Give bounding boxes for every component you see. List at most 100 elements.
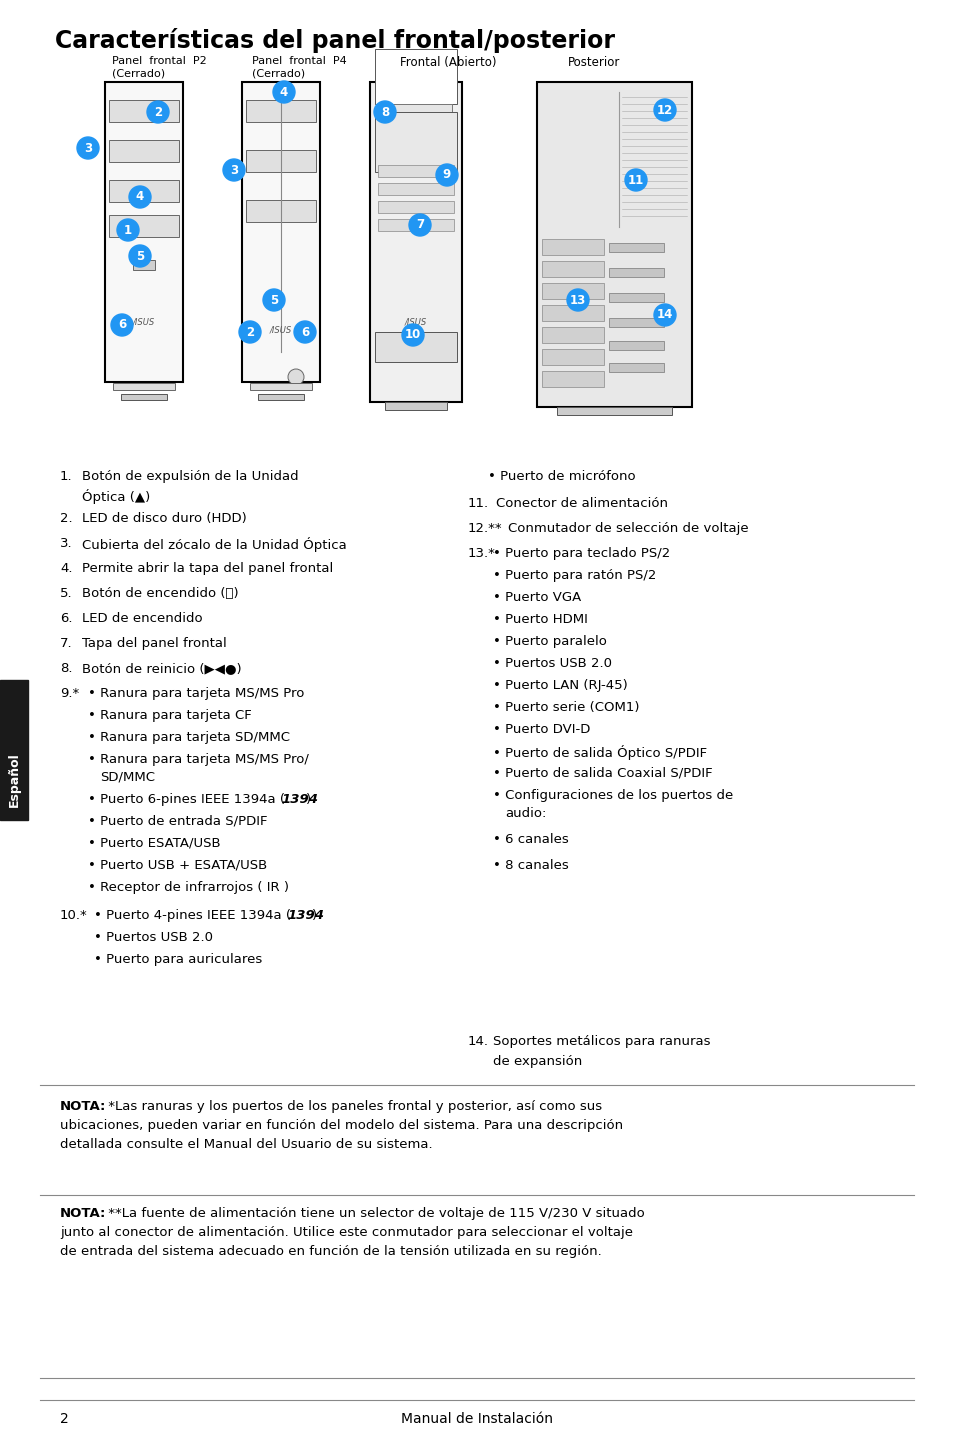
Bar (109, 101, 179, 122)
Text: 4.: 4. (60, 562, 72, 575)
Bar (608, 362, 663, 372)
Text: • Puerto de micrófono: • Puerto de micrófono (488, 470, 635, 483)
Bar (377, 165, 454, 177)
Text: Soportes metálicos para ranuras: Soportes metálicos para ranuras (493, 1035, 710, 1048)
Circle shape (409, 214, 431, 236)
Bar (375, 112, 456, 173)
Text: 13.*: 13.* (468, 546, 496, 559)
Text: 9: 9 (442, 168, 451, 181)
Text: NOTA:: NOTA: (60, 1100, 107, 1113)
Circle shape (401, 324, 423, 347)
Text: Conector de alimentación: Conector de alimentación (496, 498, 667, 510)
Circle shape (654, 303, 676, 326)
Text: /ISUS: /ISUS (132, 318, 155, 326)
Text: 10: 10 (404, 328, 420, 341)
Text: 1394: 1394 (287, 909, 324, 922)
Text: de entrada del sistema adecuado en función de la tensión utilizada en su región.: de entrada del sistema adecuado en funci… (60, 1245, 601, 1258)
Bar (246, 150, 315, 173)
Bar (257, 394, 304, 400)
Text: /ISUS: /ISUS (404, 318, 427, 326)
Text: Manual de Instalación: Manual de Instalación (400, 1412, 553, 1426)
Text: 2.: 2. (60, 512, 72, 525)
Text: • Puerto DVI-D: • Puerto DVI-D (493, 723, 590, 736)
Text: Posterior: Posterior (567, 56, 619, 69)
Text: Frontal (Abierto): Frontal (Abierto) (399, 56, 496, 69)
Text: ): ) (312, 909, 316, 922)
Text: (Cerrado): (Cerrado) (112, 68, 165, 78)
Circle shape (223, 160, 245, 181)
Text: Panel  frontal  P4: Panel frontal P4 (252, 56, 346, 66)
Text: 2: 2 (246, 325, 253, 338)
Text: • Puerto para ratón PS/2: • Puerto para ratón PS/2 (493, 569, 656, 582)
Text: 6: 6 (300, 325, 309, 338)
Text: 2: 2 (60, 1412, 69, 1426)
Text: LED de disco duro (HDD): LED de disco duro (HDD) (82, 512, 247, 525)
Circle shape (624, 170, 646, 191)
Text: detallada consulte el Manual del Usuario de su sistema.: detallada consulte el Manual del Usuario… (60, 1137, 432, 1150)
Text: • Puerto VGA: • Puerto VGA (493, 591, 580, 604)
Text: Botón de reinicio (▶◀●): Botón de reinicio (▶◀●) (82, 661, 241, 674)
Text: 12.**: 12.** (468, 522, 502, 535)
Text: Óptica (▲): Óptica (▲) (82, 489, 150, 503)
Text: SD/MMC: SD/MMC (100, 771, 154, 784)
Text: • Puerto de entrada S/PDIF: • Puerto de entrada S/PDIF (88, 815, 267, 828)
Text: • Puerto de salida Coaxial S/PDIF: • Puerto de salida Coaxial S/PDIF (493, 766, 712, 779)
Text: 12: 12 (657, 104, 673, 116)
Text: 1394: 1394 (281, 792, 317, 807)
Text: • Ranura para tarjeta MS/MS Pro/: • Ranura para tarjeta MS/MS Pro/ (88, 754, 309, 766)
Text: de expansión: de expansión (493, 1055, 581, 1068)
Text: • Puerto HDMI: • Puerto HDMI (493, 613, 587, 626)
Text: • 6 canales: • 6 canales (493, 833, 568, 846)
Text: • Puerto 6-pines IEEE 1394a (: • Puerto 6-pines IEEE 1394a ( (88, 792, 285, 807)
Text: • Ranura para tarjeta MS/MS Pro: • Ranura para tarjeta MS/MS Pro (88, 687, 304, 700)
Text: • Puertos USB 2.0: • Puertos USB 2.0 (493, 657, 612, 670)
Text: • Puerto para teclado PS/2: • Puerto para teclado PS/2 (493, 546, 670, 559)
Circle shape (117, 219, 139, 242)
Circle shape (273, 81, 294, 104)
Bar (375, 332, 456, 362)
Bar (370, 82, 461, 403)
Bar (557, 407, 671, 416)
Bar (242, 82, 319, 383)
Text: audio:: audio: (504, 807, 546, 820)
Bar (541, 283, 603, 299)
Bar (105, 82, 183, 383)
Bar (541, 262, 603, 278)
Text: • Puerto LAN (RJ-45): • Puerto LAN (RJ-45) (493, 679, 627, 692)
Text: • Puerto serie (COM1): • Puerto serie (COM1) (493, 700, 639, 715)
Bar (375, 49, 456, 104)
Circle shape (374, 101, 395, 124)
Text: (Cerrado): (Cerrado) (252, 68, 305, 78)
Bar (541, 326, 603, 344)
Text: 11.: 11. (468, 498, 489, 510)
Text: Conmutador de selección de voltaje: Conmutador de selección de voltaje (507, 522, 748, 535)
Bar (608, 293, 663, 302)
Text: NOTA:: NOTA: (60, 1206, 107, 1219)
Text: 4: 4 (279, 85, 288, 98)
Text: • 8 canales: • 8 canales (493, 858, 568, 871)
Text: 8.: 8. (60, 661, 72, 674)
Bar (246, 101, 315, 122)
Text: • Puerto paralelo: • Puerto paralelo (493, 636, 606, 649)
Circle shape (239, 321, 261, 344)
Circle shape (288, 370, 304, 385)
Text: 5.: 5. (60, 587, 72, 600)
Bar (109, 180, 179, 201)
Text: ubicaciones, pueden variar en función del modelo del sistema. Para una descripci: ubicaciones, pueden variar en función de… (60, 1119, 622, 1132)
Text: 6: 6 (118, 318, 126, 332)
Text: 9.*: 9.* (60, 687, 79, 700)
Bar (608, 318, 663, 326)
Text: 5: 5 (270, 293, 278, 306)
Bar (541, 305, 603, 321)
Bar (250, 383, 312, 390)
Bar (112, 383, 174, 390)
Text: • Puerto de salida Óptico S/PDIF: • Puerto de salida Óptico S/PDIF (493, 745, 706, 761)
Bar (0, 680, 28, 820)
Bar (377, 183, 454, 196)
Text: • Ranura para tarjeta CF: • Ranura para tarjeta CF (88, 709, 252, 722)
Bar (385, 403, 447, 410)
Text: Botón de encendido (⏻): Botón de encendido (⏻) (82, 587, 238, 600)
Text: 11: 11 (627, 174, 643, 187)
Circle shape (129, 244, 151, 267)
Text: 6.: 6. (60, 613, 72, 626)
